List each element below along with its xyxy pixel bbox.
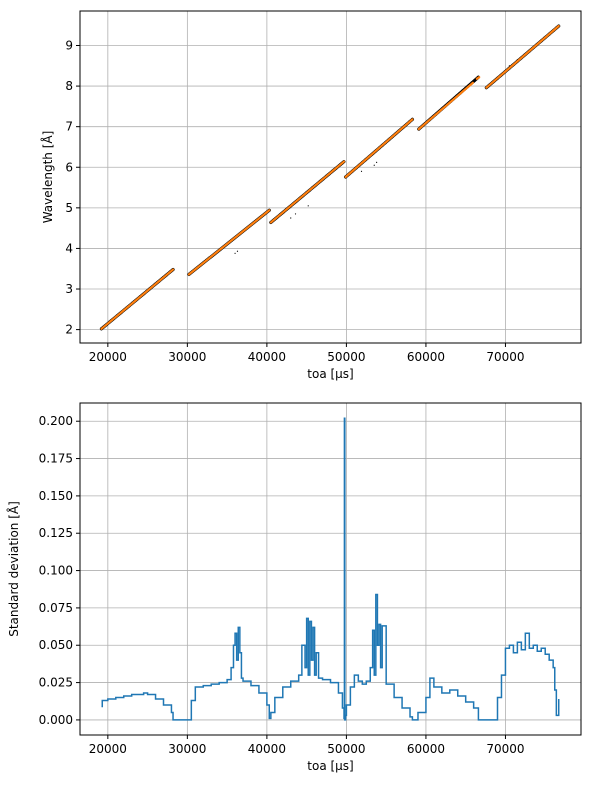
y-tick-label: 0.150: [39, 489, 73, 503]
mean-segment-6: [485, 24, 560, 89]
std-deviation-line: [101, 417, 560, 721]
event-point-4: [307, 205, 309, 207]
x-tick-label: 60000: [407, 742, 445, 756]
x-axis-label: toa [µs]: [307, 367, 353, 381]
y-tick-label: 7: [65, 120, 73, 134]
series-events: [99, 24, 561, 331]
y-tick-label: 6: [65, 160, 73, 174]
y-tick-label: 4: [65, 241, 73, 255]
axes-frame: [79, 10, 582, 344]
y-tick-label: 5: [65, 201, 73, 215]
event-point-2: [290, 217, 292, 219]
y-tick-label: 0.000: [39, 713, 73, 727]
mean-segment-4: [417, 81, 474, 131]
x-tick-label: 40000: [248, 742, 286, 756]
y-axis-label: Standard deviation [Å]: [6, 501, 21, 637]
y-axis-label: Wavelength [Å]: [40, 131, 55, 224]
event-point-5: [360, 170, 363, 172]
wavelength-chart: 20000 30000 40000 50000 60000 70000 2 3 4 5 6 7 8 9 to…: [40, 10, 582, 381]
x-tick-label: 70000: [486, 742, 524, 756]
y-tick-label: 0.200: [39, 414, 73, 428]
x-tick-label: 50000: [327, 350, 365, 364]
y-tick-label: 0.125: [39, 526, 73, 540]
axes-frame: [79, 402, 582, 736]
x-axis-label: toa [µs]: [307, 759, 353, 773]
std-deviation-chart: 20000 30000 40000 50000 60000 70000 0.000 0.025…: [6, 402, 582, 773]
y-tick-label: 8: [65, 79, 73, 93]
event-point-7: [376, 161, 378, 163]
mean-segment-2: [269, 160, 346, 224]
y-tick-label: 3: [65, 282, 73, 296]
x-tick-label: 30000: [168, 742, 206, 756]
x-tick-label: 60000: [407, 350, 445, 364]
mean-segment-1: [187, 209, 271, 276]
mean-segment-5: [475, 76, 481, 80]
x-tick-label: 40000: [248, 350, 286, 364]
y-tick-label: 2: [65, 323, 73, 337]
mean-segment-3: [344, 118, 414, 179]
x-tick-label: 20000: [89, 742, 127, 756]
y-tick-label: 0.050: [39, 638, 73, 652]
y-tick-label: 9: [65, 38, 73, 52]
x-tick-label: 70000: [486, 350, 524, 364]
event-point-1: [236, 250, 239, 252]
event-point-3: [294, 213, 297, 215]
x-tick-label: 30000: [168, 350, 206, 364]
event-point-8: [508, 65, 511, 67]
y-tick-label: 0.025: [39, 676, 73, 690]
event-point-0: [234, 252, 236, 254]
y-tick-label: 0.075: [39, 601, 73, 615]
mean-segment-0: [100, 268, 175, 330]
x-tick-label: 20000: [89, 350, 127, 364]
series-mean: [100, 24, 560, 330]
x-tick-label: 50000: [327, 742, 365, 756]
event-point-6: [373, 164, 375, 166]
y-tick-label: 0.175: [39, 452, 73, 466]
y-tick-label: 0.100: [39, 564, 73, 578]
